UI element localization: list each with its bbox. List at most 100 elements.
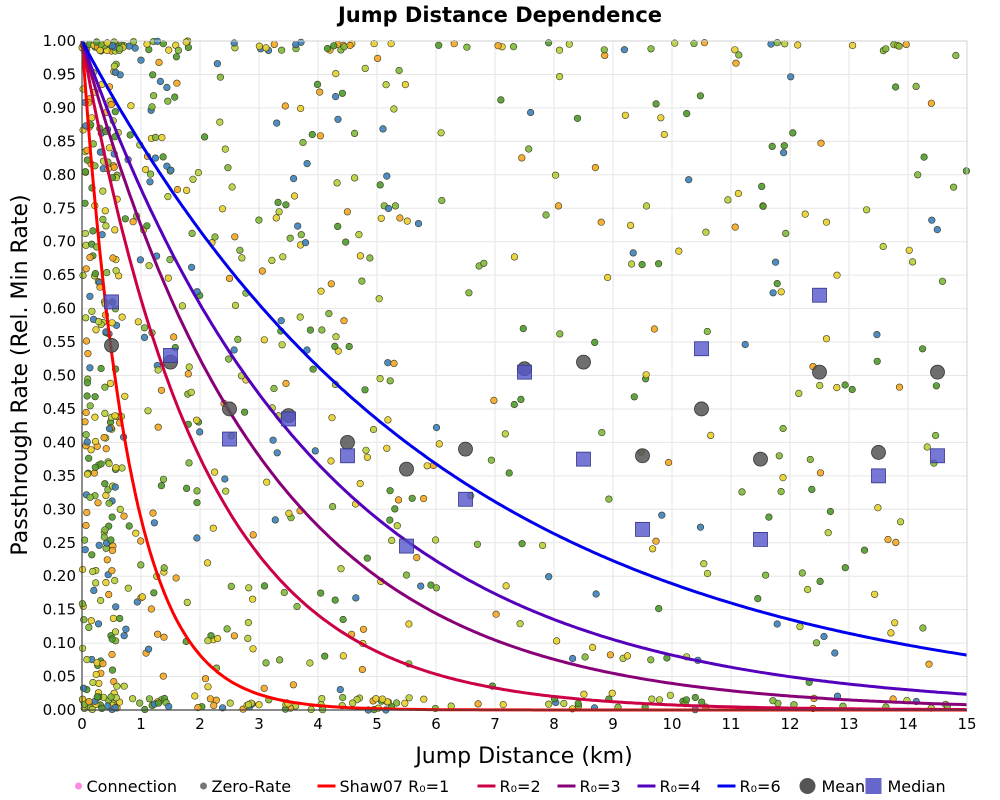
- connection-point: [887, 629, 895, 637]
- connection-point: [270, 384, 278, 393]
- connection-point: [323, 44, 332, 53]
- connection-point: [516, 620, 524, 628]
- connection-point: [432, 536, 440, 544]
- connection-point: [402, 571, 411, 579]
- connection-point: [159, 475, 168, 483]
- connection-point: [226, 699, 234, 707]
- connection-point: [545, 573, 553, 581]
- connection-point: [518, 154, 526, 162]
- connection-point: [111, 108, 119, 116]
- y-axis-title: Passthrough Rate (Rel. Min Rate): [8, 194, 33, 555]
- connection-point: [600, 46, 608, 54]
- connection-point: [808, 485, 816, 494]
- connection-point: [420, 695, 428, 703]
- connection-point: [299, 138, 307, 147]
- connection-point: [136, 256, 144, 264]
- connection-point: [914, 171, 922, 179]
- connection-point: [696, 523, 705, 531]
- connection-point: [905, 246, 913, 254]
- connection-point: [297, 231, 305, 239]
- connection-point: [767, 40, 775, 48]
- connection-point: [189, 175, 197, 183]
- x-tick-label: 15: [957, 715, 976, 733]
- connection-point: [204, 637, 212, 645]
- connection-point: [480, 259, 488, 267]
- connection-point: [296, 313, 304, 321]
- connection-point: [383, 444, 391, 452]
- connection-point: [405, 620, 413, 628]
- connection-point: [81, 546, 89, 554]
- connection-point: [862, 206, 871, 214]
- connection-point: [89, 567, 97, 576]
- connection-point: [127, 102, 135, 110]
- connection-point: [86, 493, 94, 501]
- connection-point: [361, 64, 369, 72]
- connection-point: [696, 92, 705, 100]
- connection-point: [216, 118, 224, 126]
- connection-point: [185, 363, 193, 371]
- connection-point: [685, 176, 693, 184]
- connection-point: [103, 269, 111, 277]
- connection-point: [758, 182, 766, 190]
- connection-point: [244, 634, 252, 643]
- connection-point: [97, 460, 105, 468]
- connection-point: [183, 484, 191, 493]
- connection-point: [188, 229, 196, 237]
- legend-item: R₀=6: [717, 777, 781, 796]
- connection-point: [363, 453, 372, 461]
- x-tick-label: 4: [313, 715, 323, 733]
- connection-point: [896, 518, 905, 526]
- connection-point: [782, 229, 790, 237]
- connection-point: [962, 167, 971, 175]
- connection-point: [82, 521, 90, 530]
- connection-point: [79, 271, 87, 280]
- connection-point: [271, 516, 279, 524]
- x-tick-label: 8: [549, 715, 559, 733]
- connection-point: [89, 678, 97, 687]
- connection-point: [164, 193, 172, 201]
- connection-point: [165, 46, 173, 54]
- mean-marker: [753, 451, 768, 467]
- median-marker: [399, 538, 414, 554]
- connection-point: [525, 145, 533, 153]
- connection-point: [779, 424, 787, 433]
- connection-point: [779, 474, 787, 482]
- connection-point: [281, 102, 289, 110]
- connection-point: [331, 342, 339, 351]
- connection-point: [816, 469, 825, 477]
- median-marker: [517, 364, 532, 380]
- connection-point: [311, 447, 319, 455]
- connection-point: [361, 386, 369, 394]
- connection-point: [826, 507, 835, 516]
- connection-point: [874, 504, 882, 512]
- connection-point: [102, 445, 110, 453]
- connection-point: [848, 41, 857, 50]
- median-marker: [458, 491, 473, 507]
- connection-point: [318, 326, 326, 334]
- mean-marker: [104, 337, 119, 353]
- connection-point: [111, 628, 120, 636]
- connection-point: [99, 215, 107, 223]
- connection-point: [131, 44, 139, 52]
- connection-point: [81, 199, 89, 207]
- connection-point: [339, 652, 347, 660]
- connection-point: [690, 39, 698, 48]
- connection-point: [143, 40, 151, 48]
- connection-point: [142, 166, 150, 174]
- connection-point: [329, 503, 337, 511]
- connection-point: [647, 45, 655, 53]
- connection-point: [342, 238, 350, 246]
- connection-point: [196, 428, 204, 436]
- x-axis-title: Jump Distance (km): [413, 744, 632, 769]
- connection-point: [89, 227, 97, 235]
- connection-point: [204, 683, 212, 691]
- connection-point: [780, 142, 788, 150]
- connection-point: [297, 104, 305, 113]
- connection-point: [779, 149, 788, 157]
- connection-point: [278, 341, 286, 349]
- x-tick-label: 11: [721, 715, 740, 733]
- connection-point: [768, 142, 776, 150]
- connection-point: [592, 590, 600, 598]
- y-tick-label: 0.05: [43, 668, 76, 686]
- connection-point: [316, 132, 325, 140]
